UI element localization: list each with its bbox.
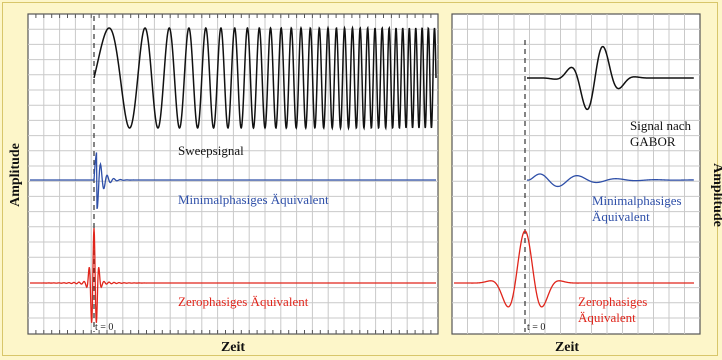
sweep-signal-trace <box>93 25 437 131</box>
left-t0-label: t = 0 <box>95 322 113 333</box>
right-t0-label: t = 0 <box>527 322 545 333</box>
right-y-axis-label: Amplitude <box>710 163 722 227</box>
gabor-label-line1: Signal nach <box>630 118 692 133</box>
gabor-min-label-line1: Minimalphasiges <box>592 193 682 208</box>
gabor-zero-label-line2: Äquivalent <box>578 310 636 325</box>
gabor-zero-label-line1: Zerophasiges <box>578 294 647 309</box>
left-y-axis-label: Amplitude <box>8 143 23 207</box>
gabor-label-line2: GABOR <box>630 134 676 149</box>
figure-border <box>2 2 718 356</box>
zero-phase-trace <box>29 227 436 323</box>
left-panel: Sweepsignal Minimalphasiges Äquivalent Z… <box>8 13 439 355</box>
zero-phase-label: Zerophasiges Äquivalent <box>178 294 309 309</box>
gabor-minimal-phase-trace <box>526 173 694 188</box>
gabor-min-label-line2: Äquivalent <box>592 209 650 224</box>
right-grid <box>452 14 700 334</box>
right-panel: Signal nach GABOR Minimalphasiges Äquiva… <box>451 13 722 355</box>
left-x-axis-label: Zeit <box>221 340 245 355</box>
minimal-phase-trace <box>30 152 436 210</box>
minimal-phase-label: Minimalphasiges Äquivalent <box>178 192 329 207</box>
sweep-label: Sweepsignal <box>178 143 244 158</box>
gabor-signal-trace <box>527 45 694 111</box>
right-x-axis-label: Zeit <box>555 340 579 355</box>
left-ticks <box>27 14 432 334</box>
gabor-zero-phase-trace <box>454 230 694 308</box>
